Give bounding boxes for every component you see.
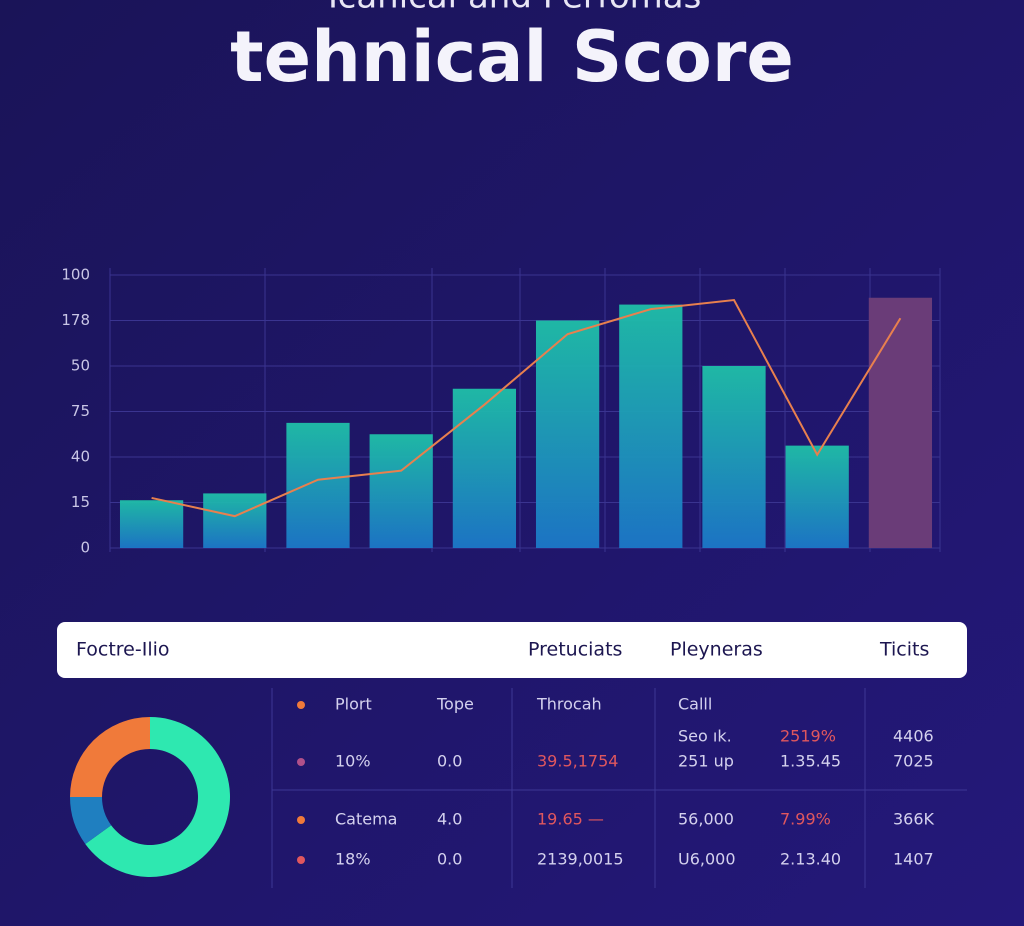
bar	[203, 493, 267, 548]
table-cell: 19.65 —	[537, 810, 604, 829]
y-tick-label: 50	[71, 357, 90, 375]
y-tick-label: 15	[71, 493, 90, 511]
table-cell: 2519%	[780, 727, 836, 746]
bar	[535, 320, 600, 548]
table-cell: Catema	[335, 810, 397, 829]
bar	[702, 366, 766, 548]
title: tehnical Score	[230, 16, 794, 98]
table-cell: U6,000	[678, 850, 736, 869]
y-tick-label: 178	[61, 311, 90, 329]
row-dot	[297, 758, 305, 766]
table-lines	[271, 688, 967, 888]
table-cell: 1407	[893, 850, 934, 869]
y-tick-label: 100	[61, 266, 90, 284]
donut-slice	[85, 717, 231, 878]
row-dot	[297, 701, 305, 709]
table-cell: 0.0	[437, 752, 462, 771]
y-tick-label: 0	[80, 539, 90, 557]
table-cell: 39.5,1754	[537, 752, 618, 771]
donut-slice	[70, 797, 112, 845]
table-header-cell: Ticits	[879, 639, 929, 661]
table-header-cell: Pleyneras	[670, 639, 763, 661]
marks: 0 15 40 75 50 178 100 Foctre-Ilio Pretuciats Pley…	[61, 266, 940, 878]
table-header	[57, 622, 967, 678]
bar	[369, 434, 433, 548]
table-cell: 366K	[893, 810, 935, 829]
table-cell: 4406	[893, 727, 934, 746]
bar	[785, 445, 849, 548]
table-cell: Calll	[678, 695, 712, 714]
table-cell: 18%	[335, 850, 371, 869]
row-dot	[297, 856, 305, 864]
table-cell: 7025	[893, 752, 934, 771]
bar	[119, 500, 184, 548]
table-cell: 1.35.45	[780, 752, 841, 771]
y-tick-label: 40	[71, 448, 90, 466]
table-cell: 7.99%	[780, 810, 831, 829]
subtitle: Tcanical and Perfomas	[322, 0, 702, 17]
table-cell: Throcah	[536, 695, 602, 714]
bar	[868, 297, 933, 548]
table-cell: Tope	[436, 695, 474, 714]
table-header-cell: Foctre-Ilio	[76, 639, 170, 661]
table-cell: 2.13.40	[780, 850, 841, 869]
table-cell: 0.0	[437, 850, 462, 869]
table-header-cell: Pretuciats	[528, 639, 622, 661]
y-tick-label: 75	[71, 402, 90, 420]
row-dot	[297, 816, 305, 824]
table-cell: Plort	[335, 695, 372, 714]
table-cell: Seo ık.	[678, 727, 732, 746]
table-cell: 2139,0015	[537, 850, 624, 869]
bar	[452, 388, 517, 548]
bar	[286, 422, 350, 548]
line	[151, 298, 902, 518]
table-cell: 10%	[335, 752, 371, 771]
donut-slice	[70, 717, 150, 797]
table-cell: 251 up	[678, 752, 734, 771]
table-cell: 4.0	[437, 810, 462, 829]
table-cell: 56,000	[678, 810, 734, 829]
bar	[619, 304, 683, 548]
